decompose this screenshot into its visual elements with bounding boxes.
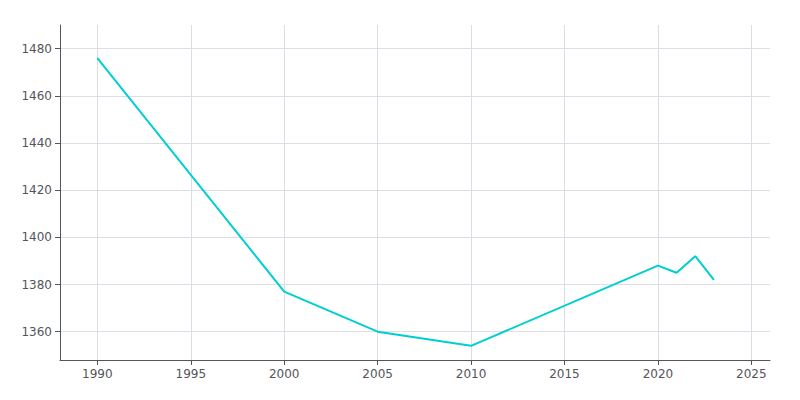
svg-text:2010: 2010 xyxy=(456,367,487,381)
svg-text:1380: 1380 xyxy=(21,278,52,292)
svg-text:2005: 2005 xyxy=(362,367,393,381)
svg-text:2025: 2025 xyxy=(736,367,767,381)
svg-text:1360: 1360 xyxy=(21,325,52,339)
svg-text:1440: 1440 xyxy=(21,136,52,150)
svg-text:1990: 1990 xyxy=(82,367,113,381)
svg-text:1480: 1480 xyxy=(21,42,52,56)
svg-text:2000: 2000 xyxy=(269,367,300,381)
svg-text:1460: 1460 xyxy=(21,89,52,103)
svg-text:1420: 1420 xyxy=(21,183,52,197)
svg-text:2015: 2015 xyxy=(549,367,580,381)
svg-text:1995: 1995 xyxy=(176,367,207,381)
svg-text:2020: 2020 xyxy=(643,367,674,381)
svg-text:1400: 1400 xyxy=(21,230,52,244)
